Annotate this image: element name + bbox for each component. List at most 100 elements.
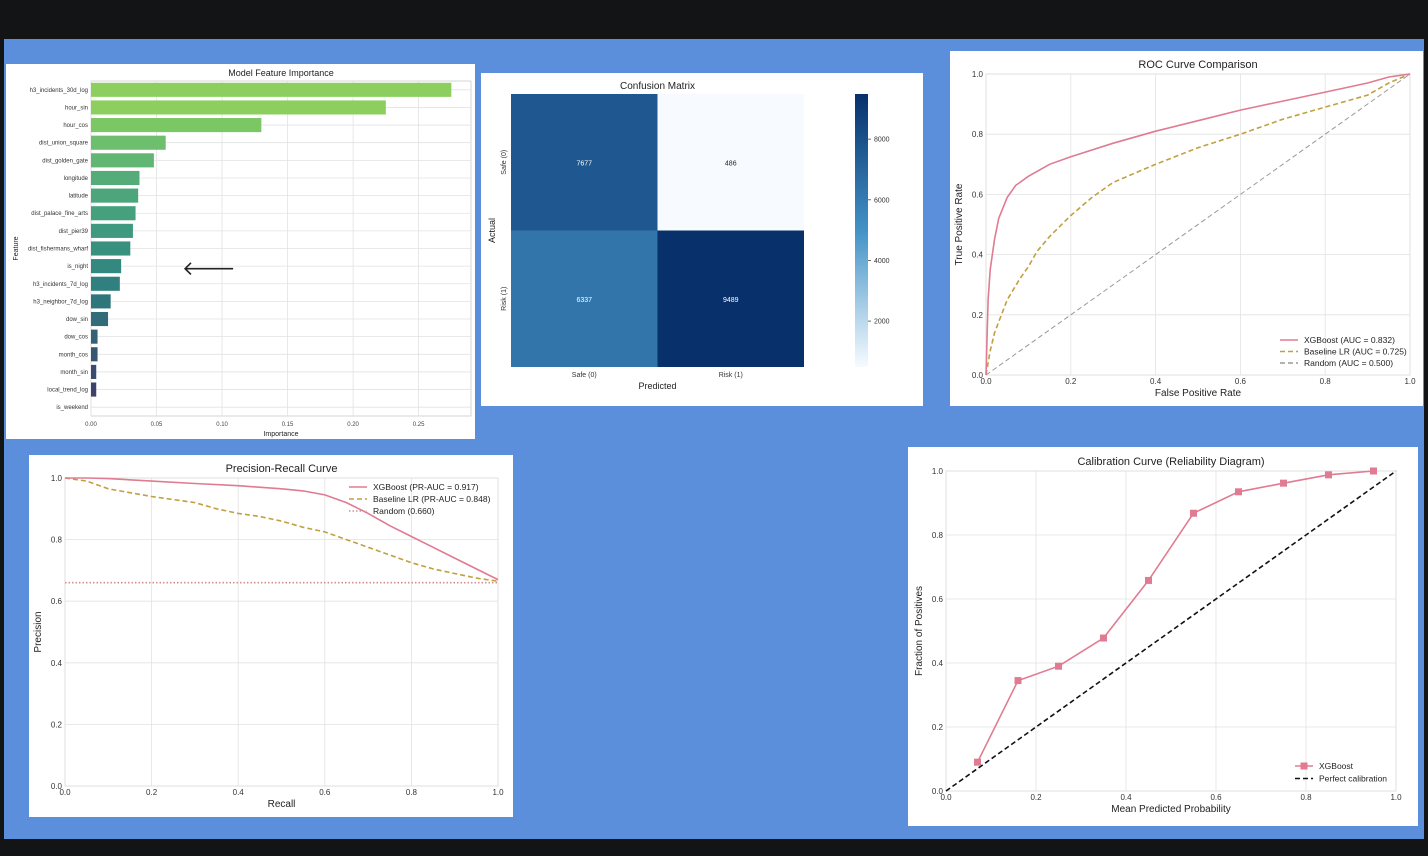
y-tick-label: dist_golden_gate bbox=[42, 158, 88, 164]
x-tick-label: 0.05 bbox=[151, 422, 163, 428]
bar bbox=[91, 259, 122, 274]
y-tick-label: dist_palace_fine_arts bbox=[31, 211, 88, 217]
y-tick-label: 0.6 bbox=[972, 190, 984, 199]
bar bbox=[91, 188, 139, 203]
legend-label: XGBoost (PR-AUC = 0.917) bbox=[373, 482, 479, 492]
confusion-matrix-panel: Confusion Matrix 7677 486 6337 9489 Safe (0) R… bbox=[481, 73, 923, 406]
x-tick-label: 0.0 bbox=[940, 793, 952, 802]
x-tick-label: 0.10 bbox=[216, 422, 228, 428]
series-line bbox=[945, 470, 1397, 792]
y-tick-label: is_weekend bbox=[56, 405, 88, 411]
data-point-marker bbox=[1325, 471, 1332, 479]
x-tick-label: 0.8 bbox=[1320, 377, 1332, 386]
series-line bbox=[65, 477, 499, 581]
bar bbox=[91, 170, 140, 186]
y-axis-label: Fraction of Positives bbox=[914, 586, 925, 676]
y-tick-label: dist_fishermans_wharf bbox=[28, 247, 88, 253]
y-tick-label: longitude bbox=[64, 176, 89, 182]
calibration-curve-panel: Calibration Curve (Reliability Diagram) 0… bbox=[908, 447, 1418, 826]
bar bbox=[91, 364, 97, 379]
series-line bbox=[985, 73, 1411, 376]
y-tick-label: 0.6 bbox=[932, 595, 944, 604]
bar bbox=[91, 223, 133, 238]
y-tick-label: h3_incidents_30d_log bbox=[30, 88, 88, 94]
x-tick-label: 0.0 bbox=[980, 377, 992, 386]
y-tick-label: 0.4 bbox=[51, 659, 63, 668]
x-tick-label: 0.15 bbox=[282, 422, 294, 428]
y-tick-label: 0.6 bbox=[51, 597, 63, 606]
y-tick-label: 0.8 bbox=[932, 531, 944, 540]
y-tick-label: h3_neighbor_7d_log bbox=[33, 299, 88, 305]
y-tick-label: 0.8 bbox=[51, 536, 63, 545]
bar bbox=[91, 206, 136, 221]
pr-curve-chart: Precision-Recall Curve 0.00.0 0.2 0.2 0.4 0.4… bbox=[33, 463, 504, 810]
bar bbox=[91, 347, 98, 362]
colorbar-tick-label: 6000 bbox=[874, 197, 890, 204]
bar bbox=[91, 82, 452, 97]
confusion-matrix-chart: Confusion Matrix 7677 486 6337 9489 Safe (0) R… bbox=[487, 81, 890, 391]
legend-label: XGBoost bbox=[1319, 761, 1354, 771]
calibration-curve-chart: Calibration Curve (Reliability Diagram) 0… bbox=[914, 456, 1402, 815]
bar bbox=[91, 100, 386, 115]
x-tick-label: 0.2 bbox=[1065, 377, 1077, 386]
feature-importance-chart: Model Feature Importance 0.00 0.05 0.10 0.15… bbox=[13, 68, 472, 438]
feature-importance-panel: Model Feature Importance 0.00 0.05 0.10 0.15… bbox=[6, 64, 475, 439]
heatmap-cell bbox=[657, 230, 804, 367]
cell-value-label: 9489 bbox=[723, 297, 739, 304]
y-tick-label: 0.0 bbox=[972, 371, 984, 380]
bar bbox=[91, 153, 154, 168]
x-tick-label: 0.25 bbox=[413, 422, 425, 428]
colorbar-tick-label: 4000 bbox=[874, 258, 890, 265]
x-tick-label: 0.00 bbox=[85, 422, 97, 428]
pr-curve-panel: Precision-Recall Curve 0.0 0.0 0.2 0.2 0.4 0.4… bbox=[29, 455, 513, 817]
y-tick-label: 0.0 bbox=[51, 782, 63, 791]
data-point-marker bbox=[1145, 576, 1152, 584]
data-point-marker bbox=[1235, 488, 1242, 496]
roc-curve-panel: ROC Curve Comparison 0.0 0.0 0.2 0.2 0.4 0.4 0.… bbox=[950, 51, 1423, 406]
x-tick-label: 1.0 bbox=[492, 788, 504, 797]
y-axis-label: Actual bbox=[487, 218, 497, 243]
data-point-marker bbox=[1370, 467, 1377, 475]
legend-marker bbox=[1300, 762, 1308, 770]
bar bbox=[91, 276, 120, 291]
y-axis-label: True Positive Rate bbox=[954, 183, 965, 265]
y-tick-label: Risk (1) bbox=[501, 287, 508, 311]
x-tick-label: Safe (0) bbox=[572, 372, 597, 379]
bar bbox=[91, 294, 111, 309]
data-point-marker bbox=[974, 758, 981, 766]
chart-title: Calibration Curve (Reliability Diagram) bbox=[1077, 456, 1264, 468]
y-tick-label: 1.0 bbox=[51, 474, 63, 483]
chart-title: Precision-Recall Curve bbox=[226, 463, 338, 475]
y-tick-label: is_night bbox=[67, 264, 88, 270]
x-axis-label: Recall bbox=[268, 799, 296, 810]
y-tick-label: dow_sin bbox=[66, 317, 88, 323]
x-axis-label: Predicted bbox=[638, 381, 676, 391]
y-tick-label: hour_sin bbox=[65, 105, 88, 111]
canvas-area: Model Feature Importance 0.00 0.05 0.10 0.15… bbox=[4, 39, 1424, 839]
series-line bbox=[985, 73, 1411, 376]
x-axis-label: False Positive Rate bbox=[1155, 388, 1242, 399]
arrow-cursor-icon: 🡐 bbox=[182, 258, 236, 280]
x-tick-label: 0.0 bbox=[59, 788, 71, 797]
y-tick-label: 0.4 bbox=[932, 659, 944, 668]
y-tick-label: hour_cos bbox=[63, 123, 88, 129]
x-tick-label: 1.0 bbox=[1390, 793, 1402, 802]
bar bbox=[91, 241, 131, 256]
x-axis-label: Importance bbox=[263, 431, 298, 438]
heatmap-cell bbox=[657, 94, 804, 231]
x-tick-label: 0.4 bbox=[1150, 377, 1162, 386]
data-point-marker bbox=[1100, 634, 1107, 642]
y-tick-label: 0.2 bbox=[932, 723, 944, 732]
bar bbox=[91, 311, 109, 327]
x-tick-label: 0.8 bbox=[1300, 793, 1312, 802]
y-axis-label: Feature bbox=[13, 236, 20, 260]
legend-label: Random (0.660) bbox=[373, 506, 435, 516]
y-tick-label: 0.0 bbox=[932, 787, 944, 796]
y-tick-label: 1.0 bbox=[932, 467, 944, 476]
y-tick-label: 0.8 bbox=[972, 130, 984, 139]
x-tick-label: 0.2 bbox=[1030, 793, 1042, 802]
colorbar-tick-label: 8000 bbox=[874, 137, 890, 144]
y-tick-label: 1.0 bbox=[972, 70, 984, 79]
bar bbox=[91, 118, 262, 133]
bar bbox=[91, 382, 97, 397]
